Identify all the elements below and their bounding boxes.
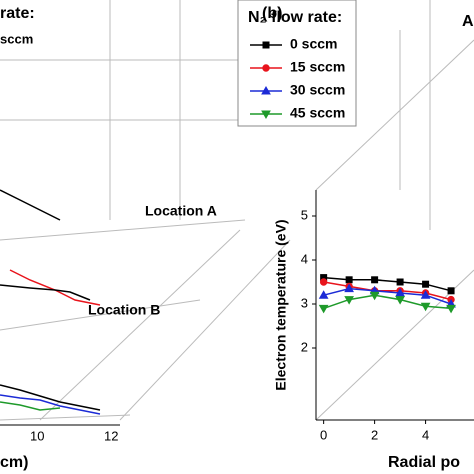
annotation: Location A — [145, 203, 217, 219]
y-tick-label: 2 — [301, 339, 308, 354]
x-tick-label: 0 — [320, 427, 327, 442]
y-tick-label: 3 — [301, 295, 308, 310]
y-axis-label: Electron temperature (eV) — [273, 219, 289, 390]
x-tick-label: 4 — [422, 427, 429, 442]
marker — [395, 287, 405, 297]
legend-label: 30 sccm — [290, 82, 345, 98]
text: rate: — [0, 5, 35, 22]
tick-label: 12 — [104, 428, 118, 443]
x-tick-label: 2 — [371, 427, 378, 442]
marker — [447, 287, 455, 295]
panel-a-frame — [0, 0, 291, 426]
tick-label: 10 — [30, 428, 44, 443]
legend-label: 15 sccm — [290, 59, 345, 75]
marker — [318, 290, 329, 299]
marker — [446, 304, 456, 314]
marker — [420, 302, 431, 312]
x-axis-label: Radial po — [388, 454, 460, 471]
line — [323, 281, 452, 301]
marker — [344, 283, 354, 293]
marker — [318, 304, 329, 314]
annotation: A — [462, 13, 474, 30]
panel-b-frame — [315, 0, 474, 421]
marker — [319, 278, 328, 286]
line — [323, 276, 452, 292]
marker — [371, 276, 379, 284]
y-tick-label: 5 — [301, 207, 308, 222]
marker — [395, 296, 405, 305]
legend-label: 45 sccm — [290, 105, 345, 121]
marker — [344, 296, 354, 305]
legend-label: 0 sccm — [290, 36, 337, 52]
y-tick-label: 4 — [301, 251, 308, 266]
annotation: Location B — [88, 302, 160, 318]
text: sccm — [0, 31, 33, 46]
marker — [420, 290, 431, 299]
axis-label: cm) — [0, 454, 28, 471]
legend-marker — [262, 41, 270, 49]
legend-title: N₂ flow rate: — [248, 9, 342, 26]
panel-label: (b) — [262, 5, 282, 22]
legend-box — [237, 0, 357, 127]
marker — [396, 278, 404, 286]
line — [323, 294, 452, 310]
legend-marker — [262, 64, 270, 72]
marker — [422, 280, 430, 288]
legend-marker — [261, 85, 271, 95]
legend-marker — [261, 110, 271, 120]
line — [323, 287, 452, 305]
marker — [369, 291, 380, 301]
marker — [345, 276, 353, 284]
